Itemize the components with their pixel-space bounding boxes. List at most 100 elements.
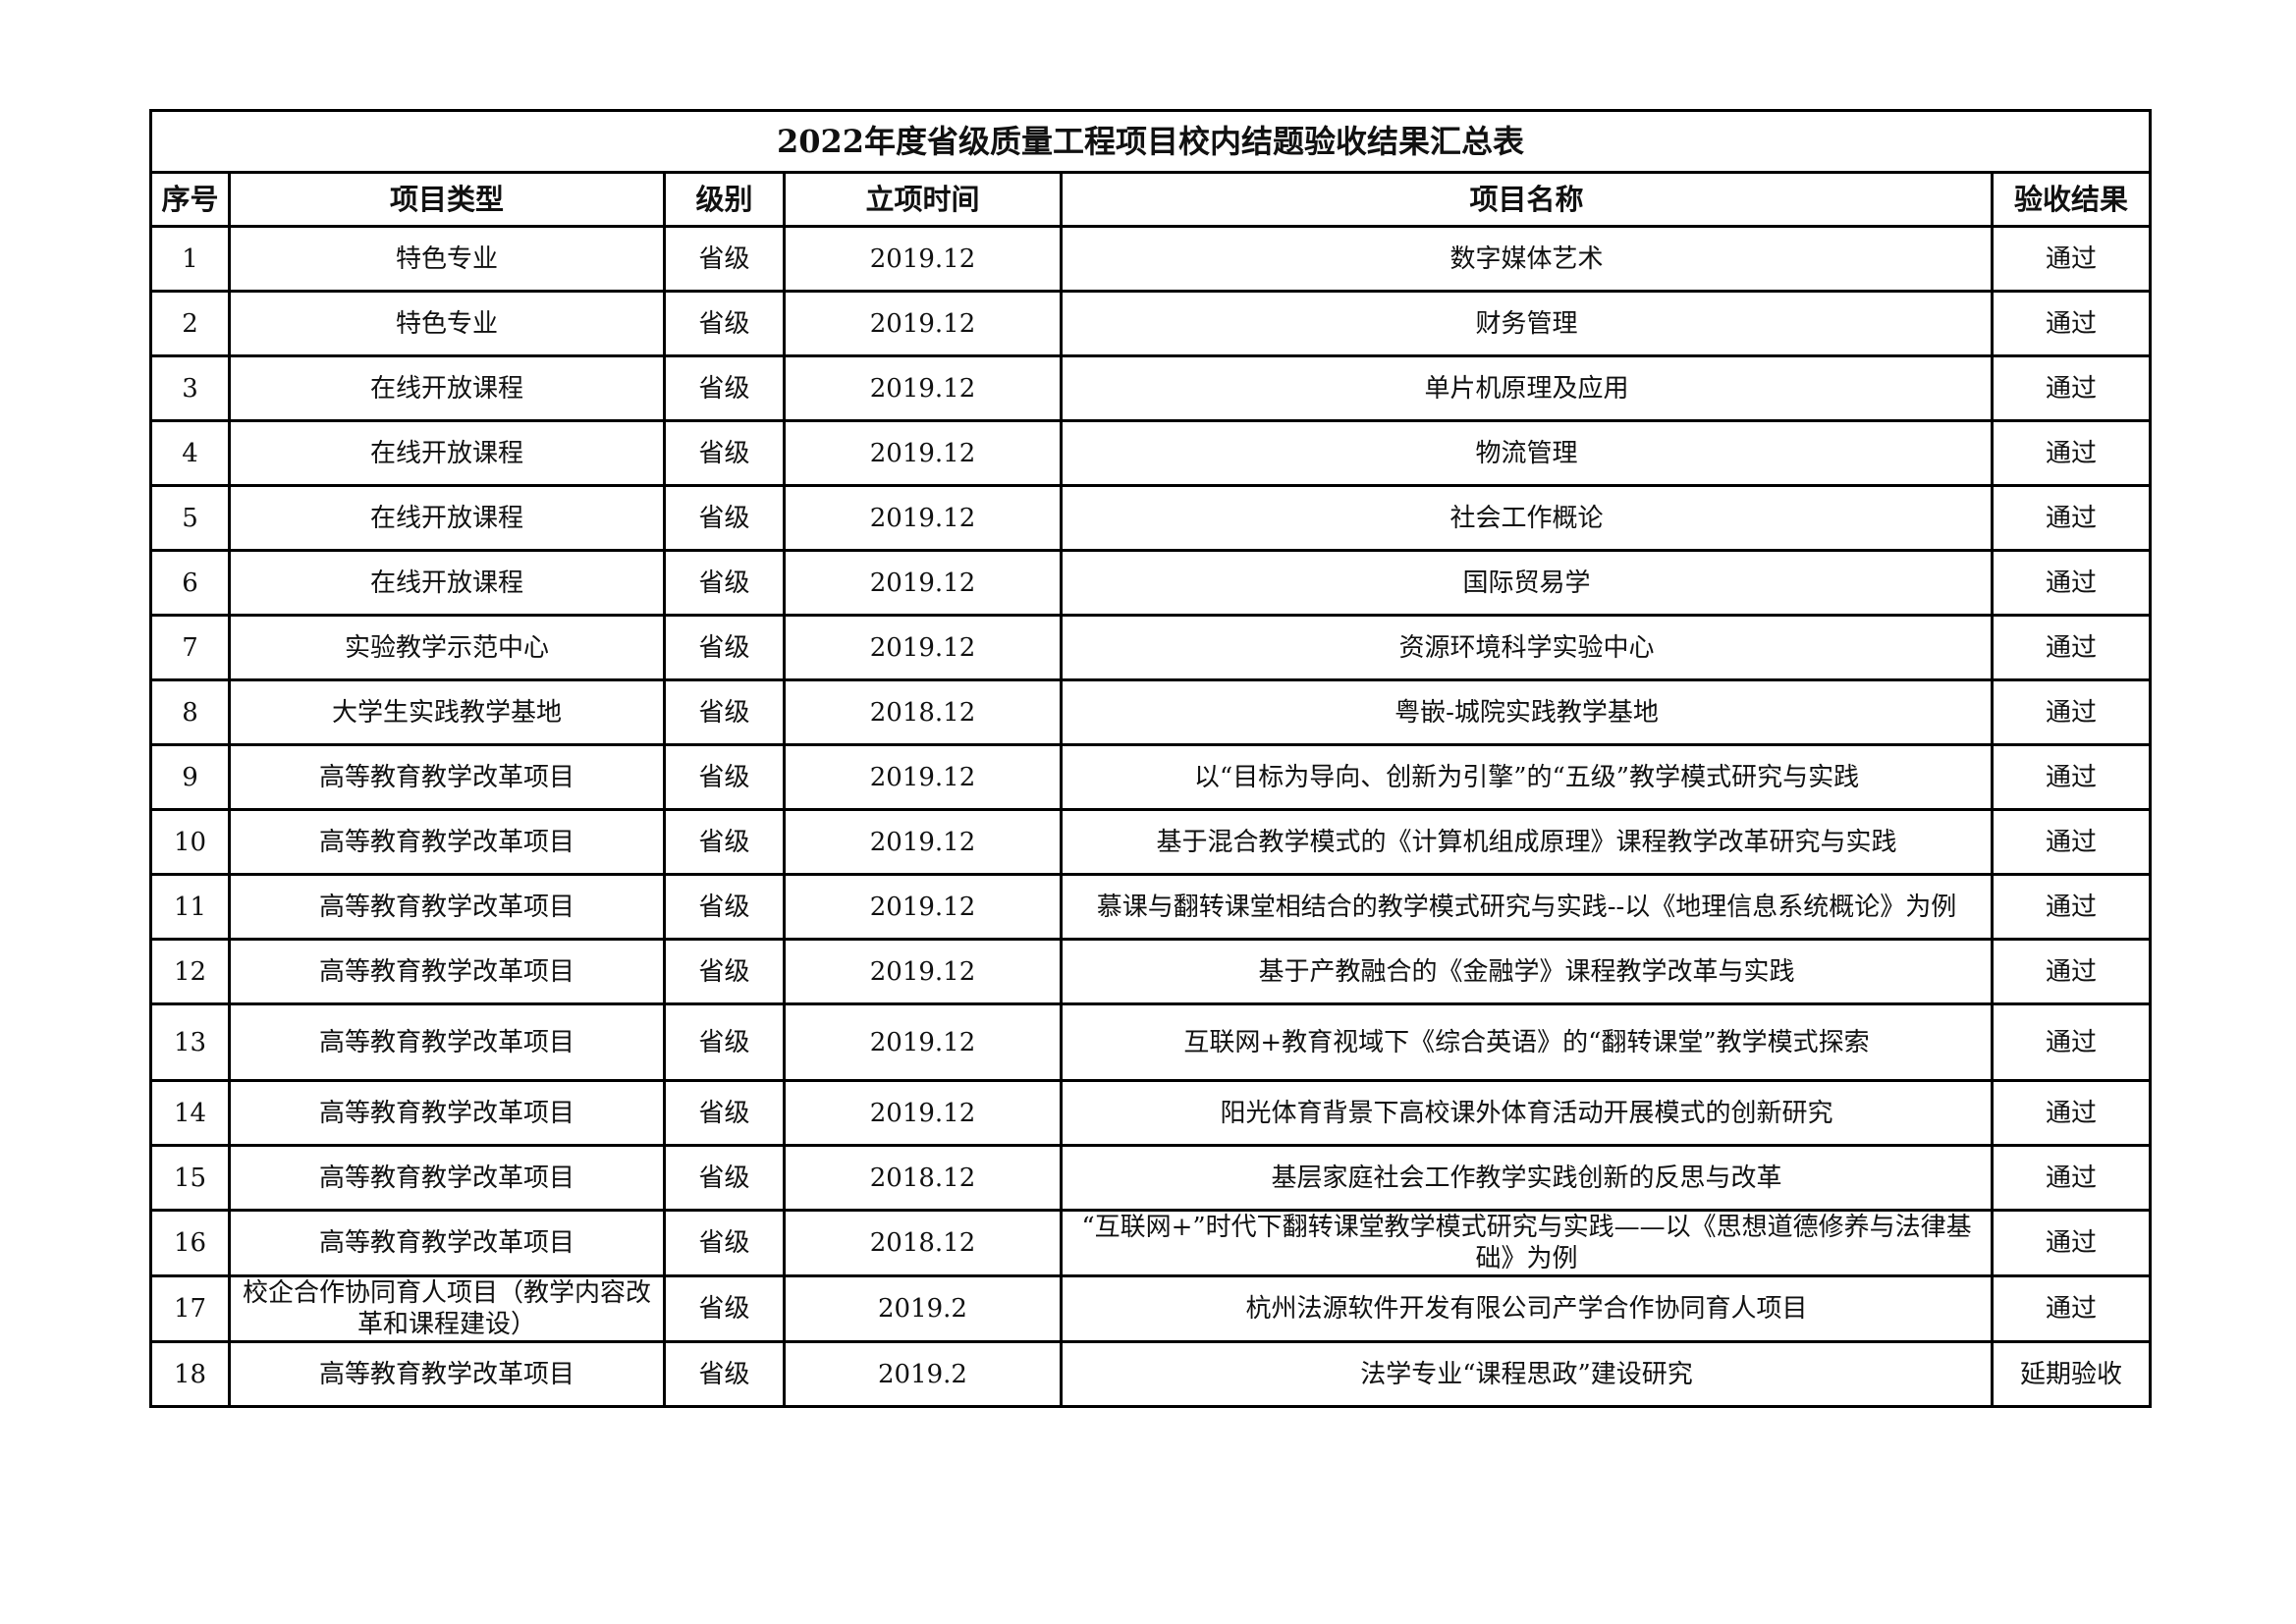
table-row: 16 高等教育教学改革项目 省级 2018.12 “互联网+”时代下翻转课堂教学模式研究…	[149, 1209, 2153, 1277]
col-name-cell: “互联网+”时代下翻转课堂教学模式研究与实践——以《思想道德修养与法律基础》为例	[1060, 1209, 1994, 1277]
col-date-cell: 2019.12	[783, 873, 1063, 941]
col-level-cell: 省级	[663, 484, 786, 552]
table-row: 5 在线开放课程 省级 2019.12 社会工作概论 通过	[149, 484, 2153, 552]
table-row: 18 高等教育教学改革项目 省级 2019.2 法学专业“课程思政”建设研究 延期验收	[149, 1340, 2153, 1408]
col-level-cell: 省级	[663, 290, 786, 357]
col-type-cell: 特色专业	[228, 290, 666, 357]
col-result-cell: 通过	[1990, 678, 2153, 746]
col-date-cell: 2019.2	[783, 1340, 1063, 1408]
col-level-cell: 省级	[663, 1209, 786, 1277]
table-row: 14 高等教育教学改革项目 省级 2019.12 阳光体育背景下高校课外体育活动开展模式…	[149, 1079, 2153, 1147]
col-date-cell: 2018.12	[783, 678, 1063, 746]
col-name-cell: 以“目标为导向、创新为引擎”的“五级”教学模式研究与实践	[1060, 743, 1994, 811]
header-col-name: 项目名称	[1060, 171, 1994, 228]
col-name-cell: 社会工作概论	[1060, 484, 1994, 552]
header-col-date: 立项时间	[783, 171, 1063, 228]
col-type-cell: 在线开放课程	[228, 354, 666, 422]
col-result-cell: 通过	[1990, 484, 2153, 552]
col-index-cell: 10	[149, 808, 231, 876]
col-index-cell: 11	[149, 873, 231, 941]
table-row: 2 特色专业 省级 2019.12 财务管理 通过	[149, 290, 2153, 357]
table-row: 7 实验教学示范中心 省级 2019.12 资源环境科学实验中心 通过	[149, 614, 2153, 681]
col-result-cell: 通过	[1990, 1079, 2153, 1147]
col-name-cell: 杭州法源软件开发有限公司产学合作协同育人项目	[1060, 1274, 1994, 1343]
col-level-cell: 省级	[663, 1002, 786, 1082]
col-level-cell: 省级	[663, 938, 786, 1005]
col-type-cell: 高等教育教学改革项目	[228, 1209, 666, 1277]
table-row: 9 高等教育教学改革项目 省级 2019.12 以“目标为导向、创新为引擎”的“五级”教…	[149, 743, 2153, 811]
col-date-cell: 2019.12	[783, 1079, 1063, 1147]
col-name-cell: 财务管理	[1060, 290, 1994, 357]
table-row: 13 高等教育教学改革项目 省级 2019.12 互联网+教育视域下《综合英语》的“翻转…	[149, 1002, 2153, 1082]
col-level-cell: 省级	[663, 1144, 786, 1212]
col-type-cell: 高等教育教学改革项目	[228, 938, 666, 1005]
col-index-cell: 9	[149, 743, 231, 811]
col-level-cell: 省级	[663, 808, 786, 876]
col-date-cell: 2019.12	[783, 225, 1063, 293]
col-result-cell: 通过	[1990, 1209, 2153, 1277]
header-col-level: 级别	[663, 171, 786, 228]
col-level-cell: 省级	[663, 354, 786, 422]
col-result-cell: 通过	[1990, 614, 2153, 681]
col-name-cell: 数字媒体艺术	[1060, 225, 1994, 293]
col-name-cell: 阳光体育背景下高校课外体育活动开展模式的创新研究	[1060, 1079, 1994, 1147]
col-level-cell: 省级	[663, 419, 786, 487]
col-result-cell: 通过	[1990, 873, 2153, 941]
results-table: 2022年度省级质量工程项目校内结题验收结果汇总表 序号 项目类型 级别 立项时间 项目…	[148, 109, 2153, 1408]
col-type-cell: 高等教育教学改革项目	[228, 1340, 666, 1408]
col-type-cell: 在线开放课程	[228, 549, 666, 617]
col-index-cell: 17	[149, 1274, 231, 1343]
col-result-cell: 通过	[1990, 743, 2153, 811]
col-date-cell: 2019.12	[783, 549, 1063, 617]
col-type-cell: 高等教育教学改革项目	[228, 1002, 666, 1082]
col-level-cell: 省级	[663, 873, 786, 941]
col-level-cell: 省级	[663, 614, 786, 681]
table-row: 4 在线开放课程 省级 2019.12 物流管理 通过	[149, 419, 2153, 487]
table-row: 15 高等教育教学改革项目 省级 2018.12 基层家庭社会工作教学实践创新的反思与改…	[149, 1144, 2153, 1212]
col-type-cell: 在线开放课程	[228, 484, 666, 552]
col-result-cell: 通过	[1990, 938, 2153, 1005]
table-row: 3 在线开放课程 省级 2019.12 单片机原理及应用 通过	[149, 354, 2153, 422]
col-level-cell: 省级	[663, 1274, 786, 1343]
col-result-cell: 通过	[1990, 1274, 2153, 1343]
col-date-cell: 2019.12	[783, 614, 1063, 681]
col-name-cell: 单片机原理及应用	[1060, 354, 1994, 422]
col-index-cell: 14	[149, 1079, 231, 1147]
col-date-cell: 2018.12	[783, 1144, 1063, 1212]
col-level-cell: 省级	[663, 225, 786, 293]
col-index-cell: 12	[149, 938, 231, 1005]
table-title: 2022年度省级质量工程项目校内结题验收结果汇总表	[148, 109, 2153, 174]
col-index-cell: 16	[149, 1209, 231, 1277]
col-result-cell: 延期验收	[1990, 1340, 2153, 1408]
col-index-cell: 7	[149, 614, 231, 681]
col-name-cell: 基层家庭社会工作教学实践创新的反思与改革	[1060, 1144, 1994, 1212]
col-index-cell: 13	[149, 1002, 231, 1082]
col-result-cell: 通过	[1990, 290, 2153, 357]
col-name-cell: 慕课与翻转课堂相结合的教学模式研究与实践--以《地理信息系统概论》为例	[1060, 873, 1994, 941]
col-type-cell: 高等教育教学改革项目	[228, 808, 666, 876]
table-row: 17 校企合作协同育人项目（教学内容改革和课程建设） 省级 2019.2 杭州法源软件开…	[149, 1274, 2153, 1343]
col-level-cell: 省级	[663, 1340, 786, 1408]
col-type-cell: 在线开放课程	[228, 419, 666, 487]
col-index-cell: 3	[149, 354, 231, 422]
col-type-cell: 高等教育教学改革项目	[228, 1144, 666, 1212]
col-date-cell: 2019.12	[783, 938, 1063, 1005]
col-index-cell: 6	[149, 549, 231, 617]
col-date-cell: 2019.12	[783, 419, 1063, 487]
table-row: 1 特色专业 省级 2019.12 数字媒体艺术 通过	[149, 225, 2153, 293]
col-date-cell: 2019.12	[783, 354, 1063, 422]
col-date-cell: 2019.12	[783, 484, 1063, 552]
col-index-cell: 4	[149, 419, 231, 487]
table-row: 11 高等教育教学改革项目 省级 2019.12 慕课与翻转课堂相结合的教学模式研究与实…	[149, 873, 2153, 941]
col-index-cell: 15	[149, 1144, 231, 1212]
col-level-cell: 省级	[663, 678, 786, 746]
col-result-cell: 通过	[1990, 419, 2153, 487]
table-row: 8 大学生实践教学基地 省级 2018.12 粤嵌-城院实践教学基地 通过	[149, 678, 2153, 746]
col-name-cell: 物流管理	[1060, 419, 1994, 487]
col-result-cell: 通过	[1990, 1002, 2153, 1082]
col-result-cell: 通过	[1990, 354, 2153, 422]
col-name-cell: 国际贸易学	[1060, 549, 1994, 617]
col-name-cell: 基于混合教学模式的《计算机组成原理》课程教学改革研究与实践	[1060, 808, 1994, 876]
col-type-cell: 高等教育教学改革项目	[228, 743, 666, 811]
col-type-cell: 高等教育教学改革项目	[228, 1079, 666, 1147]
